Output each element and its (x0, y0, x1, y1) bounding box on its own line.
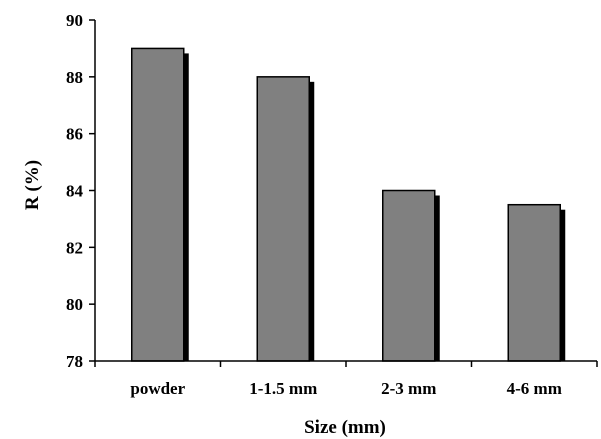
y-tick-label: 88 (66, 68, 83, 87)
y-tick-label: 80 (66, 295, 83, 314)
y-axis-title: R (%) (22, 160, 43, 210)
bars (131, 47, 561, 362)
x-tick-label: 2-3 mm (381, 379, 436, 398)
x-tick-label: 4-6 mm (507, 379, 562, 398)
y-tick-label: 82 (66, 238, 83, 257)
bar-shadows (136, 53, 566, 362)
y-tick-label: 78 (66, 352, 83, 371)
bar (131, 47, 185, 362)
y-tick-label: 90 (66, 11, 83, 30)
bar (382, 189, 436, 362)
y-ticks: 78 80 82 84 86 88 90 (66, 11, 95, 371)
y-tick-label: 86 (66, 125, 83, 144)
y-tick-label: 84 (66, 182, 84, 201)
x-axis-title: Size (mm) (304, 417, 386, 438)
bar (507, 203, 561, 362)
x-ticks: powder 1-1.5 mm 2-3 mm 4-6 mm (94, 361, 598, 398)
x-tick-label: powder (130, 379, 185, 398)
x-tick-label: 1-1.5 mm (249, 379, 317, 398)
bar (256, 76, 310, 362)
